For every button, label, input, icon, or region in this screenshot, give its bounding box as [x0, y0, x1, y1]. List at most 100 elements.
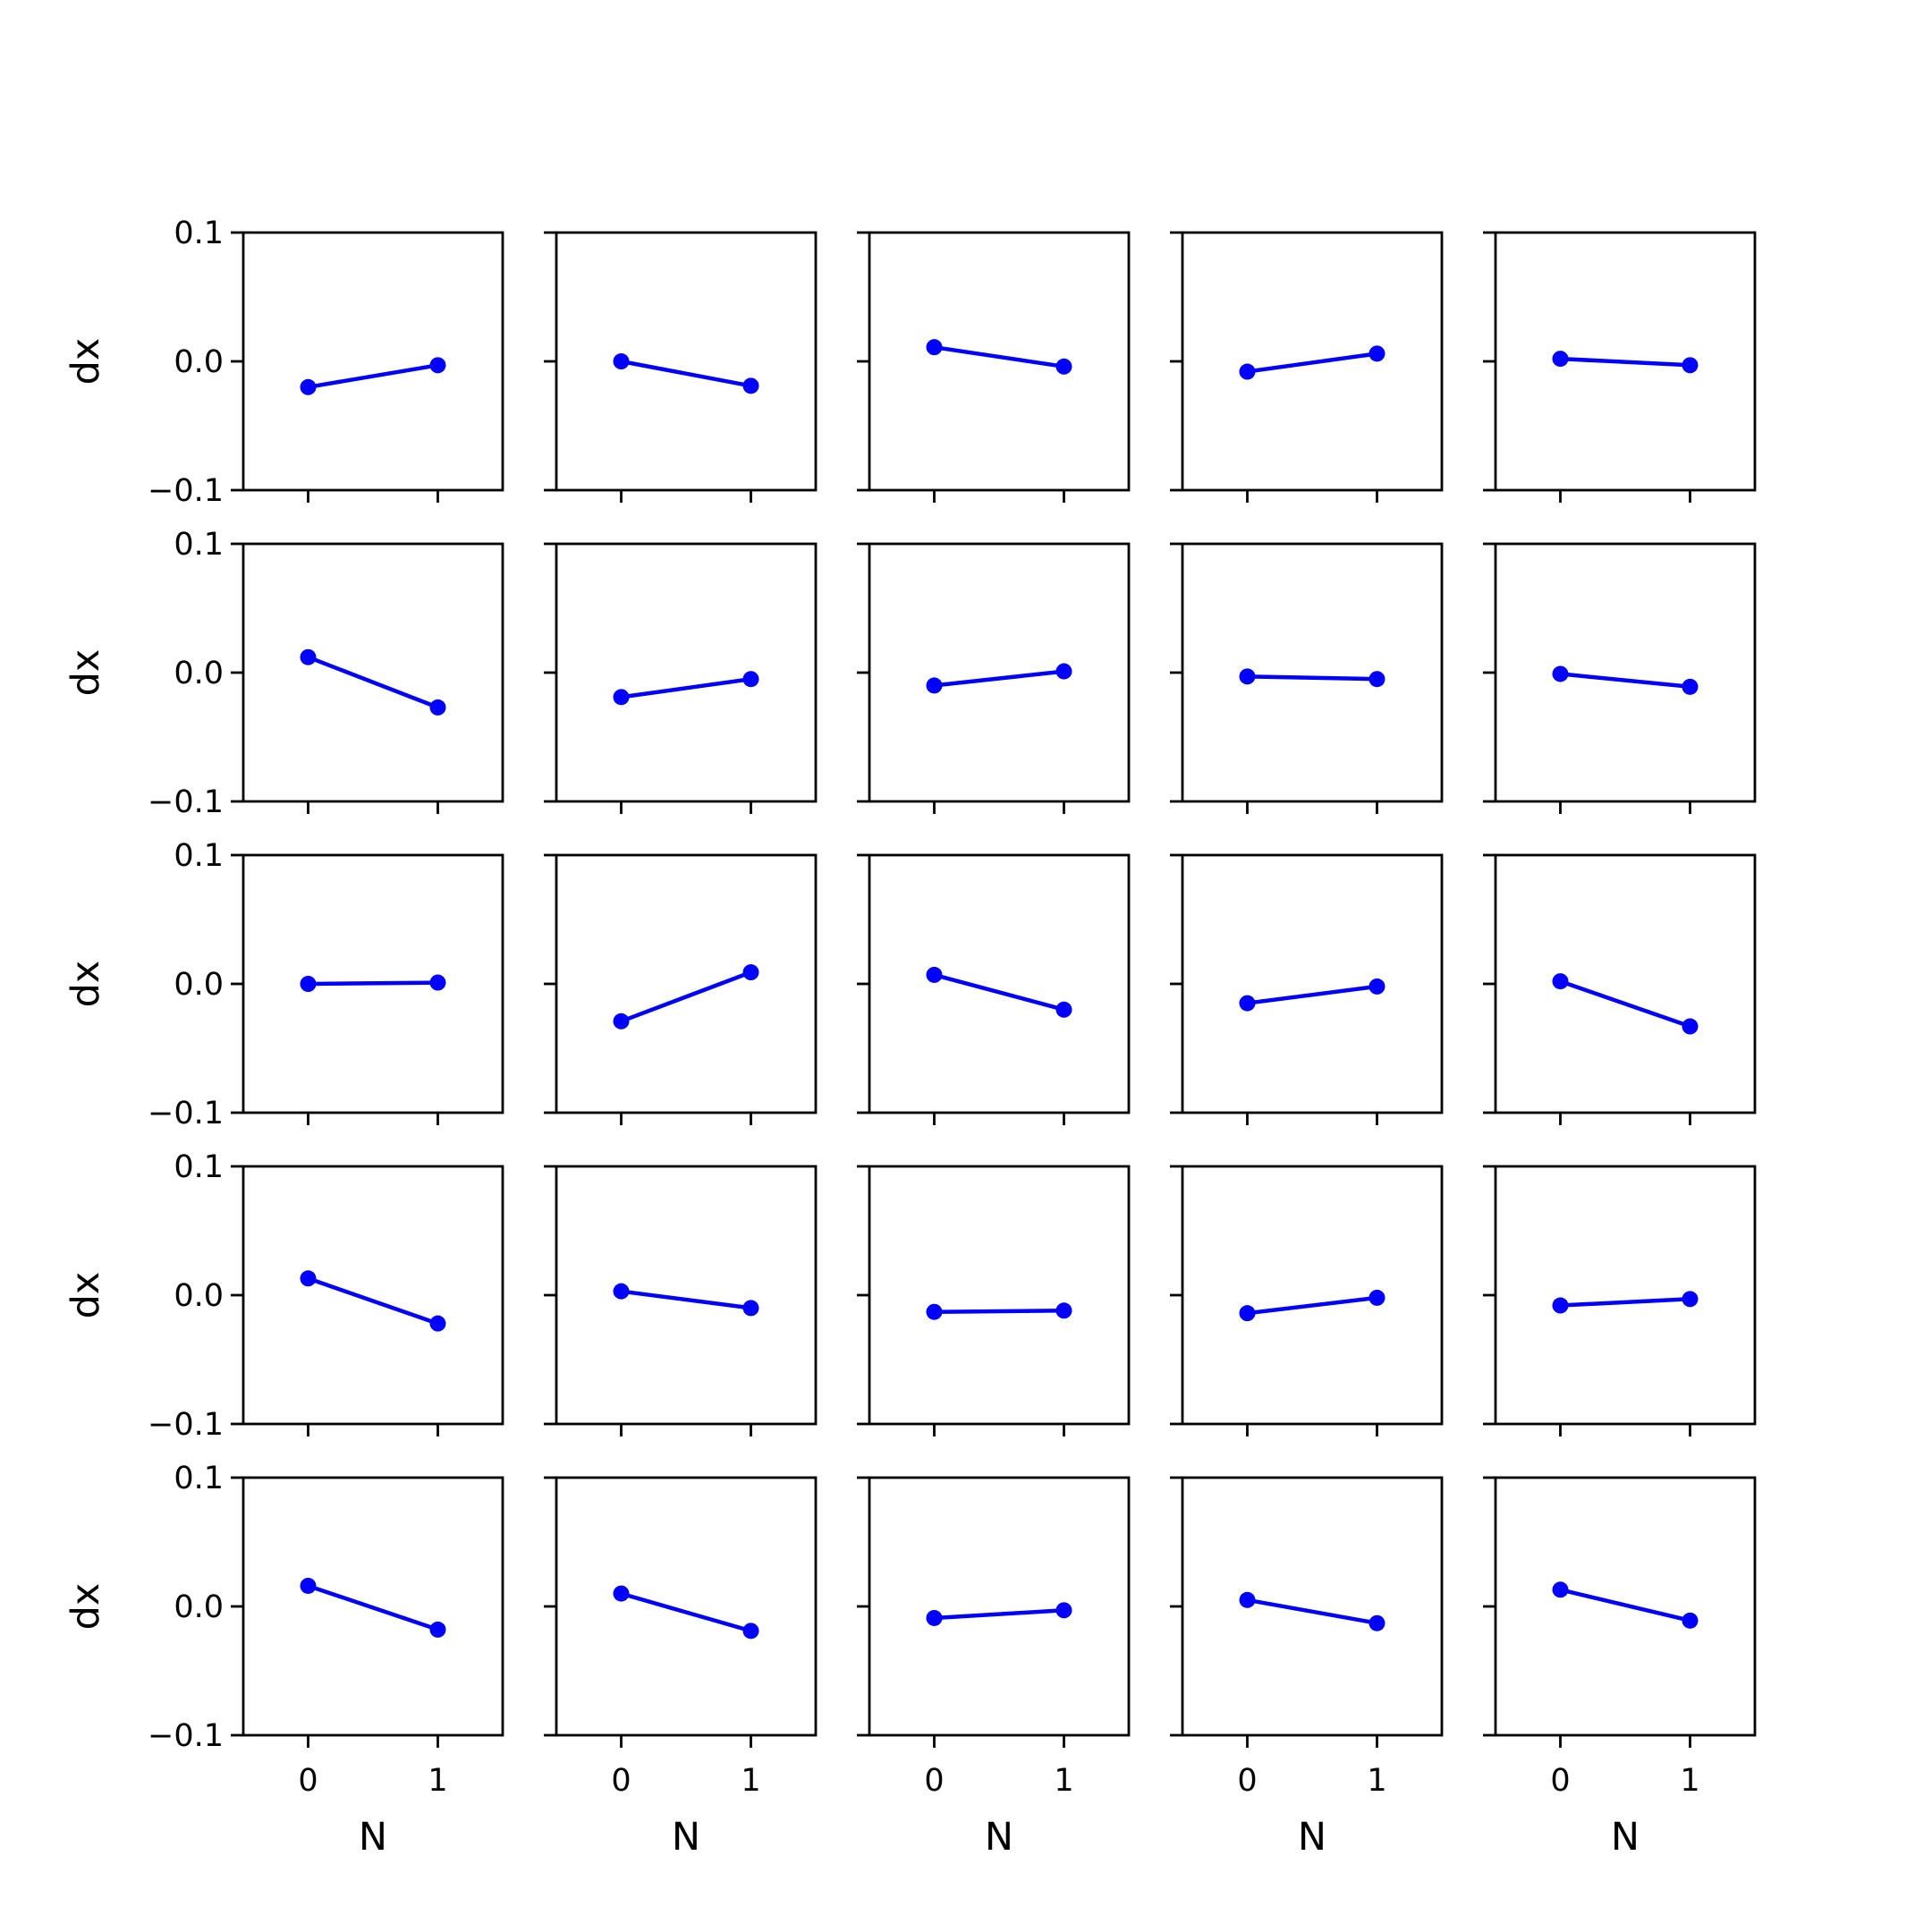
series-line: [620, 1591, 752, 1633]
x-tick-label: 0: [1237, 1763, 1257, 1799]
data-point: [742, 964, 759, 981]
x-axis-label: N: [1611, 1815, 1640, 1860]
subplot-r3-c1: −0.1 0.0 0.1 dx: [64, 838, 504, 1131]
axes-frame: [1181, 1476, 1444, 1737]
axes-frame: [555, 542, 818, 803]
series-line: [621, 676, 751, 699]
x-tick-label: 1: [1680, 1763, 1699, 1799]
data-point: [429, 699, 446, 716]
data-point: [1682, 1612, 1699, 1629]
data-point: [1552, 973, 1569, 990]
x-tick-label: 1: [741, 1763, 760, 1799]
axes-frame: [242, 231, 504, 492]
axes-frame: [1181, 1165, 1444, 1426]
data-point: [1552, 351, 1569, 368]
y-axis-label: dx: [64, 1272, 108, 1319]
series-line: [1560, 356, 1690, 368]
series-line: [620, 970, 752, 1023]
x-tick-label: 0: [1550, 1763, 1570, 1799]
axes-frame: [242, 1165, 504, 1426]
data-point: [429, 1315, 446, 1332]
data-point: [926, 677, 943, 694]
data-point: [1239, 1591, 1256, 1608]
subplot-r4-c4: [1170, 1165, 1444, 1436]
x-tick-label: 1: [428, 1763, 447, 1799]
subplot-r3-c2: [544, 853, 818, 1125]
axes-frame: [555, 1476, 818, 1737]
subplot-r3-c3: [857, 853, 1131, 1125]
y-tick-label: 0.0: [174, 1278, 224, 1314]
y-axis-label: dx: [64, 649, 108, 697]
subplot-r5-c5: 0 1 N: [1483, 1476, 1757, 1860]
x-axis-label: N: [1298, 1815, 1326, 1860]
subplot-r1-c1: −0.1 0.0 0.1 dx: [64, 216, 504, 509]
y-tick-label: −0.1: [148, 1407, 224, 1443]
data-point: [1682, 1291, 1699, 1308]
data-point: [300, 1577, 317, 1594]
subplot-r1-c4: [1170, 231, 1444, 503]
subplot-r2-c2: [544, 542, 818, 814]
subplot-r4-c5: [1483, 1165, 1757, 1436]
subplot-r1-c5: [1483, 231, 1757, 503]
axes-frame: [555, 1165, 818, 1426]
data-point: [1552, 665, 1569, 682]
axes-frame: [868, 1476, 1131, 1737]
series-line: [307, 1276, 439, 1326]
axes-frame: [555, 853, 818, 1114]
x-axis-label: N: [985, 1815, 1013, 1860]
y-axis-label: dx: [64, 338, 108, 386]
series-line: [308, 363, 438, 390]
x-tick-label: 0: [611, 1763, 631, 1799]
data-point: [1055, 1302, 1072, 1319]
data-point: [1368, 671, 1385, 688]
subplot-r4-c3: [857, 1165, 1131, 1436]
y-tick-label: 0.0: [174, 967, 224, 1003]
subplot-r2-c3: [857, 542, 1131, 814]
axes-frame: [868, 231, 1131, 492]
data-point: [613, 1585, 630, 1602]
data-point: [1239, 668, 1256, 685]
data-point: [1055, 358, 1072, 375]
data-point: [926, 1303, 943, 1320]
y-axis-label: dx: [64, 961, 108, 1008]
data-point: [1368, 1614, 1385, 1631]
data-point: [300, 1270, 317, 1287]
series-line: [1247, 1597, 1377, 1625]
data-point: [613, 1013, 630, 1030]
series-line: [1247, 984, 1377, 1005]
data-point: [1682, 678, 1699, 695]
series-line: [1559, 979, 1691, 1029]
y-tick-label: −0.1: [148, 1718, 224, 1754]
x-axis-label: N: [359, 1815, 387, 1860]
data-point: [300, 648, 317, 665]
data-point: [1055, 1602, 1072, 1619]
axes-frame: [1181, 542, 1444, 803]
y-tick-label: 0.0: [174, 656, 224, 691]
y-tick-label: 0.0: [174, 1589, 224, 1625]
data-point: [613, 1283, 630, 1300]
subplot-r4-c2: [544, 1165, 818, 1436]
data-point: [1552, 1297, 1569, 1314]
y-tick-label: −0.1: [148, 1096, 224, 1131]
subplot-r2-c1: −0.1 0.0 0.1 dx: [64, 527, 504, 820]
x-axis-label: N: [672, 1815, 700, 1860]
y-tick-label: −0.1: [148, 473, 224, 509]
axes-frame: [868, 1165, 1131, 1426]
data-point: [613, 689, 630, 706]
data-point: [429, 974, 446, 991]
subplot-r5-c4: 0 1 N: [1170, 1476, 1444, 1860]
axes-frame: [1494, 1165, 1757, 1426]
y-tick-label: 0.1: [174, 838, 224, 874]
y-tick-label: 0.0: [174, 344, 224, 380]
subplot-r2-c5: [1483, 542, 1757, 814]
data-point: [1368, 1289, 1385, 1306]
data-point: [1055, 1001, 1072, 1018]
data-point: [742, 1623, 759, 1640]
series-line: [933, 972, 1065, 1012]
series-line: [307, 1583, 439, 1632]
data-point: [429, 1621, 446, 1638]
subplot-r1-c2: [544, 231, 818, 503]
data-point: [1239, 995, 1256, 1012]
data-point: [300, 378, 317, 395]
